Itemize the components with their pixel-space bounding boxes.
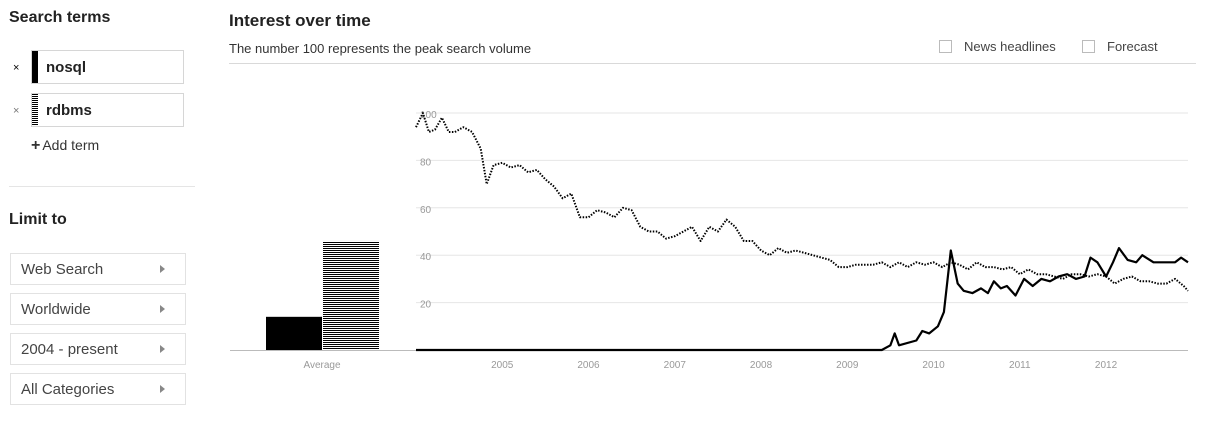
y-tick-label: 40 (420, 252, 432, 263)
caret-right-icon (160, 385, 165, 393)
dropdown-label: All Categories (21, 381, 115, 398)
dropdown-label: Web Search (21, 261, 104, 278)
series-color-swatch (32, 94, 38, 126)
chart-subtitle: The number 100 represents the peak searc… (229, 41, 532, 56)
x-tick-label: 2006 (577, 360, 600, 371)
x-tick-label: 2005 (491, 360, 514, 371)
dropdown-label: 2004 - present (21, 341, 118, 358)
average-bar-nosql (266, 316, 322, 350)
x-tick-label: 2009 (836, 360, 859, 371)
caret-right-icon (160, 265, 165, 273)
caret-right-icon (160, 345, 165, 353)
add-term-label: Add term (42, 137, 100, 153)
average-label: Average (303, 360, 341, 371)
filter-region-dropdown[interactable]: Worldwide (10, 293, 186, 325)
series-line-nosql (416, 247, 1189, 352)
remove-term-rdbms-icon[interactable]: × (13, 105, 20, 117)
term-label-nosql: nosql (46, 59, 86, 76)
chart-title: Interest over time (229, 11, 371, 30)
series-line-rdbms (415, 112, 1189, 292)
caret-right-icon (160, 305, 165, 313)
y-tick-label: 80 (420, 157, 432, 168)
x-tick-label: 2011 (1009, 360, 1031, 371)
limit-to-title: Limit to (9, 211, 67, 228)
term-rdbms[interactable]: rdbms (31, 93, 184, 127)
average-bar-rdbms (323, 240, 379, 350)
checkbox-box[interactable] (1082, 40, 1095, 53)
search-terms-title: Search terms (9, 9, 111, 26)
filter-category-dropdown[interactable]: All Categories (10, 373, 186, 405)
x-tick-label: 2008 (750, 360, 773, 371)
plus-icon: + (31, 137, 41, 154)
term-nosql[interactable]: nosql (31, 50, 184, 84)
filter-time-dropdown[interactable]: 2004 - present (10, 333, 186, 365)
x-tick-label: 2007 (664, 360, 687, 371)
checkbox-box[interactable] (939, 40, 952, 53)
series-color-swatch (32, 51, 38, 83)
sidebar-divider (9, 186, 195, 187)
remove-term-nosql-icon[interactable]: × (13, 62, 20, 74)
y-tick-label: 20 (420, 300, 432, 311)
x-tick-label: 2012 (1095, 360, 1118, 371)
header-divider (229, 63, 1196, 64)
y-tick-label: 100 (420, 110, 437, 121)
add-term-button[interactable]: + Add term (31, 137, 99, 155)
y-tick-label: 60 (420, 205, 432, 216)
checkbox-label: News headlines (964, 39, 1056, 54)
checkbox-label: Forecast (1107, 39, 1158, 54)
dropdown-label: Worldwide (21, 301, 91, 318)
term-label-rdbms: rdbms (46, 102, 92, 119)
sidebar: Search terms × nosql × rdbms + Add term L… (0, 0, 200, 440)
x-tick-label: 2010 (922, 360, 945, 371)
filter-search-type-dropdown[interactable]: Web Search (10, 253, 186, 285)
